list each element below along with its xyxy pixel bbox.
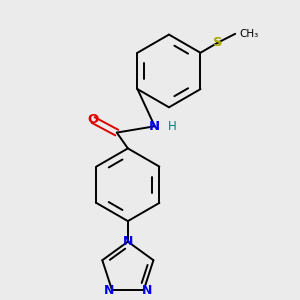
Text: CH₃: CH₃ [239,29,258,39]
Text: N: N [123,235,133,248]
Text: O: O [88,113,99,126]
Text: S: S [213,36,223,49]
Text: N: N [104,284,114,297]
Text: H: H [168,120,177,133]
Text: N: N [149,120,160,133]
Text: N: N [142,284,152,297]
